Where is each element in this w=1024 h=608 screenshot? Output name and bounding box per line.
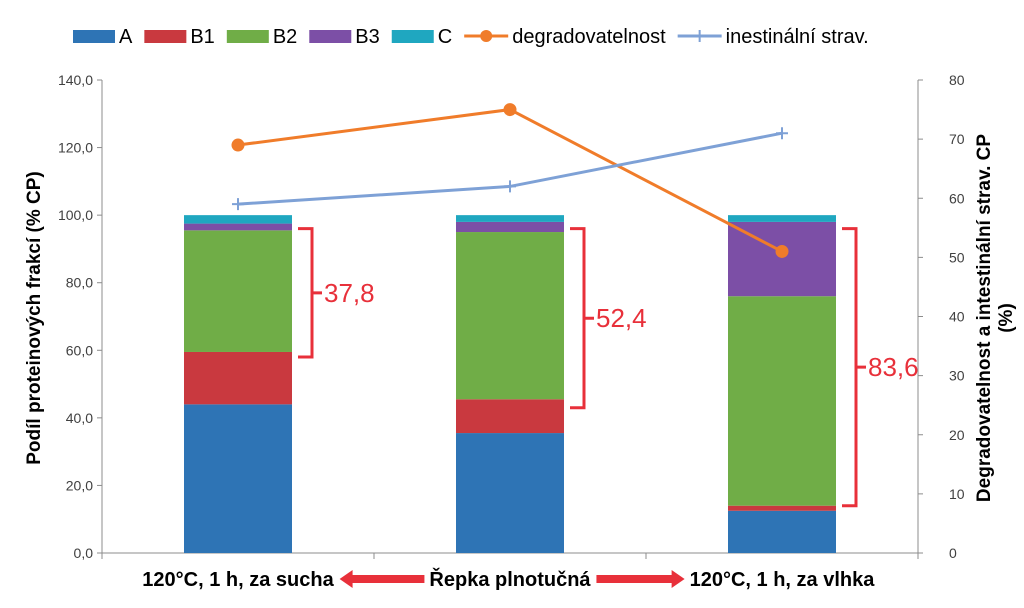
y-tick-label: 80,0	[66, 275, 93, 291]
legend-marker-5	[480, 30, 493, 42]
legend-swatch-4	[391, 30, 434, 43]
legend-label-1: B1	[190, 26, 214, 48]
legend-label-6: inestinální strav.	[726, 26, 869, 48]
lines	[231, 103, 789, 258]
bracket-label-1: 52,4	[596, 303, 647, 333]
y2-tick-label: 20	[949, 427, 965, 443]
legend-label-3: B3	[355, 26, 379, 48]
y2-tick-label: 70	[949, 131, 965, 147]
y2-axis-title-unit: (%)	[996, 303, 1017, 333]
bar-B1-2	[728, 505, 836, 511]
legend-marker-6	[693, 30, 706, 42]
line-point-1	[232, 198, 244, 211]
y2-tick-label: 40	[949, 309, 965, 325]
y2-axis-title: Degradovatelnost a intestinální strav. C…	[974, 134, 995, 502]
bar-B1-0	[184, 351, 292, 405]
legend-label-0: A	[119, 26, 133, 48]
arrow-right-icon	[596, 570, 685, 588]
bar-B2-0	[184, 230, 292, 352]
y-tick-label: 60,0	[66, 342, 93, 358]
y-tick-label: 120,0	[58, 140, 93, 156]
bracket-0	[298, 227, 322, 359]
bar-B2-2	[728, 296, 836, 506]
bar-C-0	[184, 215, 292, 224]
line-point-0	[231, 138, 245, 152]
y-tick-label: 100,0	[58, 207, 93, 223]
brackets: 37,8 52,4 83,6	[298, 227, 919, 508]
legend-label-2: B2	[273, 26, 297, 48]
bracket-label-2: 83,6	[868, 352, 919, 382]
line-point-1	[776, 127, 788, 140]
bracket-1	[570, 227, 594, 410]
line-point-1	[504, 180, 516, 193]
y2-tick-label: 60	[949, 190, 965, 206]
legend-label-5: degradovatelnost	[512, 26, 666, 48]
x-category-label-1: Řepka plnotučná	[429, 567, 591, 591]
y2-tick-label: 80	[949, 72, 965, 88]
axes: 0,0 20,0 40,0 60,0 80,0 100,0 120,0 140,0 0 10 20 3…	[58, 72, 965, 561]
bracket-label-0: 37,8	[324, 278, 375, 308]
y2-tick-label: 10	[949, 486, 965, 502]
legend-label-4: C	[438, 26, 452, 48]
bar-B3-1	[456, 221, 564, 233]
y2-tick-label: 50	[949, 249, 965, 265]
bar-B2-1	[456, 232, 564, 400]
bar-B3-0	[184, 223, 292, 231]
x-category-label-2: 120°C, 1 h, za vlhka	[690, 569, 876, 591]
bar-A-2	[728, 510, 836, 553]
legend-swatch-2	[226, 30, 269, 43]
y2-tick-label: 0	[949, 545, 957, 561]
legend-swatch-3	[309, 30, 352, 43]
bar-C-1	[456, 215, 564, 222]
y2-tick-label: 30	[949, 368, 965, 384]
legend-swatch-1	[144, 30, 187, 43]
bracket-2	[842, 227, 866, 508]
x-category-label-0: 120°C, 1 h, za sucha	[142, 569, 334, 591]
y-tick-label: 140,0	[58, 72, 93, 88]
y-tick-label: 40,0	[66, 410, 93, 426]
line-point-0	[503, 103, 517, 117]
bar-B1-1	[456, 399, 564, 434]
bar-C-2	[728, 215, 836, 222]
arrow-left-icon	[339, 570, 425, 588]
bars	[184, 215, 836, 553]
y-tick-label: 20,0	[66, 477, 93, 493]
y-tick-label: 0,0	[74, 545, 94, 561]
bar-A-0	[184, 404, 292, 553]
bar-A-1	[456, 433, 564, 553]
line-point-0	[775, 244, 789, 258]
legend-swatch-0	[73, 30, 115, 43]
y-axis-title: Podíl proteinových frakcí (% CP)	[24, 171, 45, 465]
category-labels: 120°C, 1 h, za sucha Řepka plnotučná 120°C…	[142, 567, 875, 591]
